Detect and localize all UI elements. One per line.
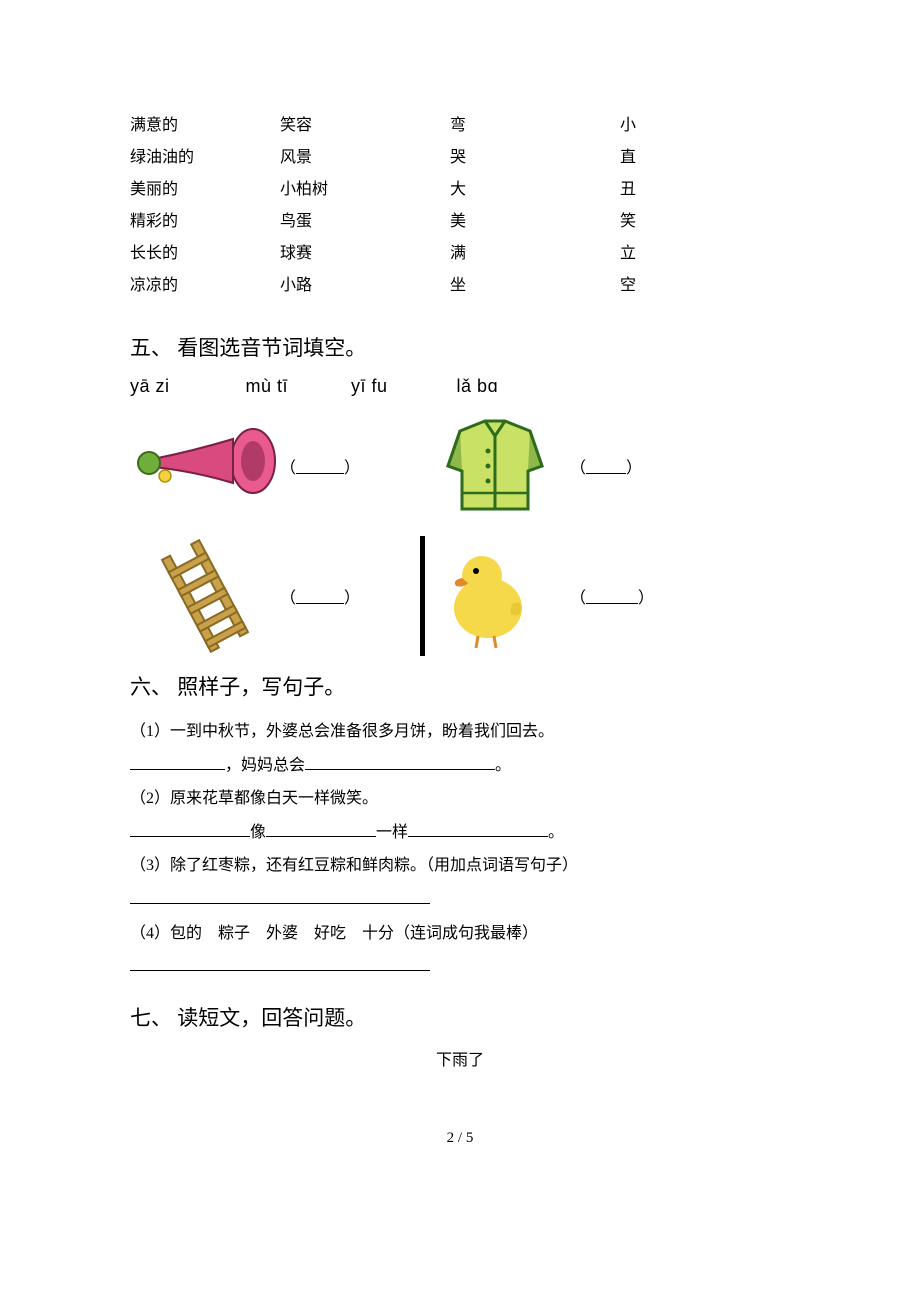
image-row: （ ） （ ） [130,541,790,651]
table-row: 绿油油的 风景 哭 直 [130,142,790,174]
cell: 凉凉的 [130,270,280,302]
paren-open: （ [280,454,296,478]
cell: 小柏树 [280,174,450,206]
cell: 直 [620,142,700,174]
cell: 丑 [620,174,700,206]
q1-text: （1）一到中秋节，外婆总会准备很多月饼，盼着我们回去。 [130,715,790,749]
answer-blank[interactable]: （ ） [570,454,710,478]
text-fragment: 一样 [376,824,408,841]
paren-close: ） [344,584,360,608]
paren-open: （ [570,454,586,478]
answer-blank[interactable]: （ ） [280,584,420,608]
image-grid: （ ） （ ） [130,411,790,651]
table-row: 美丽的 小柏树 大 丑 [130,174,790,206]
text-fragment: ，妈妈总会 [225,757,305,774]
cell: 坐 [450,270,620,302]
text-fragment: 。 [548,824,564,841]
pinyin-options: yā zi mù tī yī fu lǎ bɑ [130,376,790,397]
paren-close: ） [638,584,654,608]
blank-line [586,588,638,604]
cell: 哭 [450,142,620,174]
q4-blank-line[interactable] [130,950,790,984]
image-row: （ ） （ ） [130,411,790,521]
section-6-heading: 六、 照样子，写句子。 [130,671,790,701]
blank-line [266,821,376,837]
cell: 风景 [280,142,450,174]
table-row: 凉凉的 小路 坐 空 [130,270,790,302]
q3-text: （3）除了红枣粽，还有红豆粽和鲜肉粽。（用加点词语写句子） [130,849,790,883]
cell: 大 [450,174,620,206]
ladder-icon [130,541,280,651]
cell: 长长的 [130,238,280,270]
duck-icon [420,541,570,651]
q2-text: （2）原来花草都像白天一样微笑。 [130,782,790,816]
text-fragment: 像 [250,824,266,841]
cell: 立 [620,238,700,270]
blank-line [130,888,430,904]
blank-line [296,588,344,604]
pinyin-option: lǎ bɑ [457,376,537,397]
cell: 精彩的 [130,206,280,238]
trumpet-icon [130,411,280,521]
table-row: 长长的 球赛 满 立 [130,238,790,270]
section-5-heading: 五、 看图选音节词填空。 [130,332,790,362]
q3-blank-line[interactable] [130,883,790,917]
cell: 弯 [450,110,620,142]
paren-close: ） [626,454,642,478]
paren-open: （ [570,584,586,608]
cell: 满 [450,238,620,270]
cell: 球赛 [280,238,450,270]
q1-blank-line[interactable]: ，妈妈总会 。 [130,749,790,783]
cell: 笑容 [280,110,450,142]
paren-close: ） [344,454,360,478]
cell: 绿油油的 [130,142,280,174]
q4-text: （4）包的 粽子 外婆 好吃 十分（连词成句我最棒） [130,917,790,951]
sentence-exercises: （1）一到中秋节，外婆总会准备很多月饼，盼着我们回去。 ，妈妈总会。 （2）原来… [130,715,790,984]
cell: 小 [620,110,700,142]
answer-blank[interactable]: （ ） [570,584,710,608]
cell: 笑 [620,206,700,238]
pinyin-option: yī fu [351,376,451,397]
cell: 小路 [280,270,450,302]
cell: 美丽的 [130,174,280,206]
text-fragment: 。 [495,757,511,774]
blank-line [130,754,225,770]
blank-line [130,955,430,971]
pinyin-option: yā zi [130,376,240,397]
answer-blank[interactable]: （ ） [280,454,420,478]
cell: 鸟蛋 [280,206,450,238]
page-number: 2 / 5 [130,1130,790,1147]
blank-line [305,754,495,770]
cell: 空 [620,270,700,302]
q2-blank-line[interactable]: 像 一样 。 [130,816,790,850]
paren-open: （ [280,584,296,608]
cell: 美 [450,206,620,238]
table-row: 精彩的 鸟蛋 美 笑 [130,206,790,238]
word-pair-table: 满意的 笑容 弯 小 绿油油的 风景 哭 直 美丽的 小柏树 大 丑 精彩的 鸟… [130,110,790,302]
pinyin-option: mù tī [246,376,346,397]
cell: 满意的 [130,110,280,142]
table-row: 满意的 笑容 弯 小 [130,110,790,142]
section-7-heading: 七、 读短文，回答问题。 [130,1002,790,1032]
blank-line [296,458,344,474]
jacket-icon [420,411,570,521]
blank-line [408,821,548,837]
blank-line [130,821,250,837]
reading-title: 下雨了 [130,1046,790,1070]
blank-line [586,458,626,474]
